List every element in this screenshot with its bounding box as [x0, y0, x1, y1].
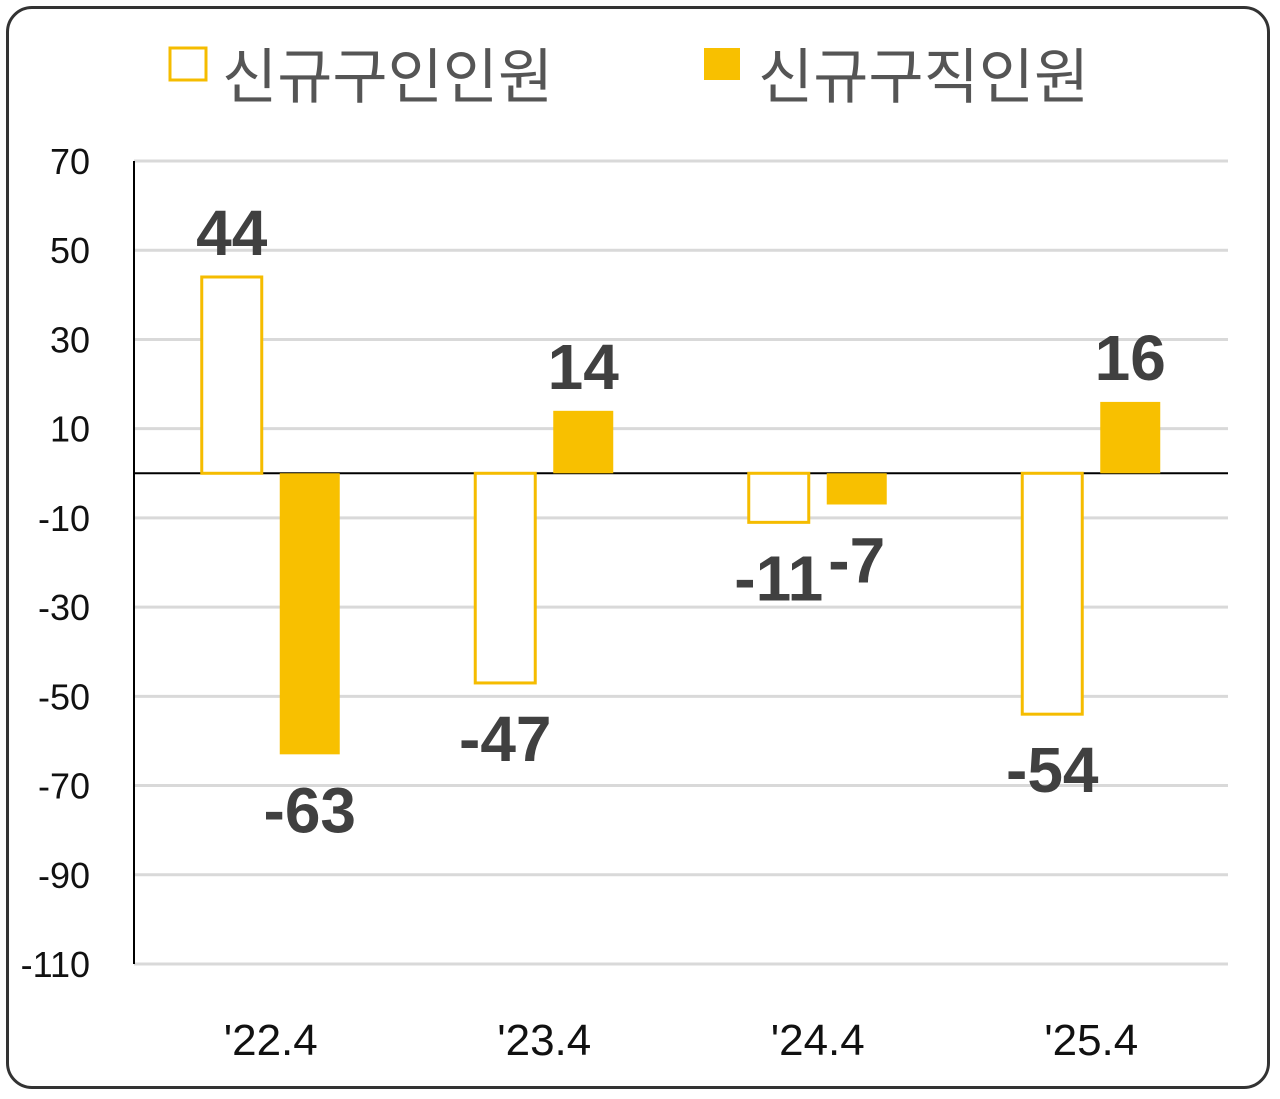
bar-job-openings: [1020, 471, 1084, 716]
bar-job-seekers: [553, 410, 614, 474]
legend-swatch-job-seekers: [704, 48, 740, 80]
legend-label-job-seekers: 신규구직인원: [758, 43, 1089, 113]
y-tick-label: 70: [50, 141, 90, 182]
y-tick-label: -90: [38, 855, 90, 896]
data-label: -7: [828, 525, 885, 597]
x-axis: '22.4 '23.4 '24.4 '25.4: [224, 1016, 1139, 1065]
data-label: 44: [196, 197, 268, 269]
y-tick-label: -50: [38, 676, 90, 717]
data-labels: 44 -63 -47 14 -11 -7 -54 16: [196, 197, 1166, 846]
x-tick-label: '23.4: [497, 1016, 591, 1065]
data-label: -54: [1006, 734, 1099, 806]
data-label: 16: [1095, 322, 1166, 394]
legend: 신규구인인원 신규구직인원: [168, 43, 1089, 113]
legend-label-job-openings: 신규구인인원: [222, 43, 553, 113]
y-tick-label: -30: [38, 587, 90, 628]
x-tick-label: '25.4: [1044, 1016, 1138, 1065]
x-tick-label: '24.4: [771, 1016, 865, 1065]
data-label: -11: [734, 542, 823, 614]
y-tick-label: -110: [21, 944, 90, 985]
y-tick-label: -70: [38, 766, 90, 807]
bar-job-seekers: [279, 473, 340, 755]
data-label: -63: [264, 774, 357, 846]
bar-job-openings: [200, 275, 264, 475]
y-axis: 70 50 30 10 -10 -30 -50 -70 -90 -110: [21, 141, 1228, 985]
y-tick-label: -10: [38, 498, 90, 539]
bar-job-seekers: [826, 473, 887, 505]
legend-swatch-job-openings: [168, 46, 208, 82]
data-label: -47: [459, 703, 552, 775]
bars: [200, 275, 1161, 755]
y-tick-label: 30: [50, 319, 90, 360]
y-tick-label: 10: [50, 409, 90, 450]
x-tick-label: '22.4: [224, 1016, 318, 1065]
bar-job-openings: [473, 471, 537, 685]
bar-job-seekers: [1100, 401, 1161, 474]
data-label: 14: [548, 331, 620, 403]
bar-job-openings: [747, 471, 811, 524]
y-tick-label: 50: [50, 230, 90, 271]
